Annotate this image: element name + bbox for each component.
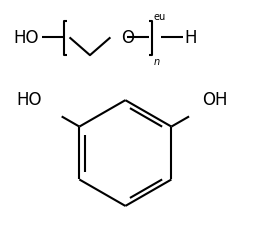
Text: H: H: [184, 29, 197, 47]
Text: HO: HO: [14, 29, 39, 47]
Text: eu: eu: [153, 12, 165, 22]
Text: O: O: [121, 29, 134, 47]
Text: HO: HO: [16, 90, 42, 108]
Text: n: n: [153, 57, 159, 67]
Text: OH: OH: [202, 90, 227, 108]
